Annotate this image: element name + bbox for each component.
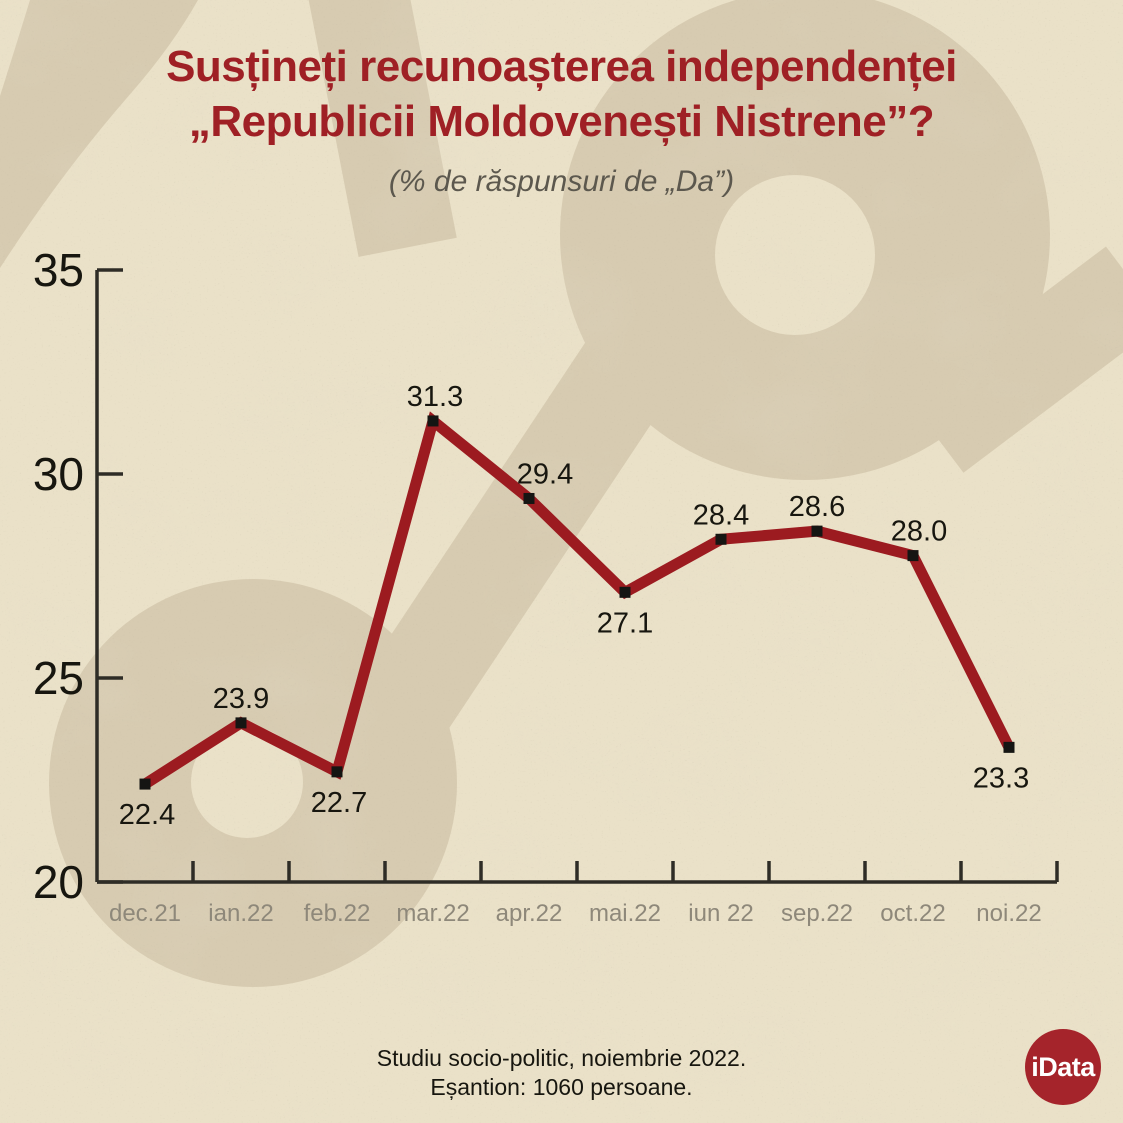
data-point-marker (331, 766, 343, 778)
x-tick-label: noi.22 (976, 900, 1041, 927)
data-point-label: 27.1 (597, 607, 653, 639)
source-note-line2: Eșantion: 1060 persoane. (430, 1073, 693, 1100)
data-point-marker (907, 550, 919, 562)
idata-logo: iData (1025, 1029, 1101, 1105)
chart-title-line2: „Republicii Moldovenești Nistrene”? (188, 96, 935, 146)
y-tick-label: 35 (33, 244, 84, 296)
source-note-line1: Studiu socio-politic, noiembrie 2022. (376, 1045, 747, 1071)
data-point-marker (523, 492, 535, 504)
data-line (142, 411, 1014, 789)
data-point-marker (427, 415, 439, 427)
idata-logo-text: iData (1031, 1051, 1095, 1082)
axes (95, 268, 1059, 884)
data-point-labels: 22.4 23.9 22.7 31.3 29.4 27.1 28.4 28.6 28.0 23.3 (119, 381, 1029, 831)
x-tick-label: iun 22 (688, 900, 753, 927)
y-tick-label: 30 (33, 448, 84, 500)
x-tick-label: feb.22 (304, 900, 371, 927)
x-tick-label: apr.22 (496, 900, 563, 927)
data-markers (139, 415, 1015, 790)
data-point-label: 23.3 (973, 762, 1029, 794)
x-axis-labels: dec.21 ian.22 feb.22 mar.22 apr.22 mai.22 iun … (109, 900, 1042, 927)
data-point-marker (619, 586, 631, 598)
data-point-label: 29.4 (517, 458, 573, 490)
x-tick-label: ian.22 (208, 900, 273, 927)
x-tick-label: dec.21 (109, 900, 181, 927)
x-tick-label: sep.22 (781, 900, 853, 927)
y-tick-label: 25 (33, 652, 84, 704)
y-tick-label: 20 (33, 856, 84, 908)
data-point-label: 23.9 (213, 683, 269, 715)
y-axis-labels: 20 25 30 35 (33, 244, 84, 908)
data-point-marker (139, 778, 151, 790)
data-point-label: 28.4 (693, 499, 749, 531)
data-point-marker (811, 525, 823, 537)
data-point-label: 22.7 (311, 787, 367, 819)
data-point-marker (235, 717, 247, 729)
chart-subtitle: (% de răspunsuri de „Da”) (388, 165, 735, 198)
chart-title: Susțineți recunoașterea independenței „R… (0, 40, 1123, 149)
x-tick-label: mai.22 (589, 900, 661, 927)
data-point-marker (715, 533, 727, 545)
source-note: Studiu socio-politic, noiembrie 2022. Eș… (0, 1044, 1123, 1102)
data-point-label: 28.0 (891, 516, 947, 548)
data-point-marker (1003, 741, 1015, 753)
data-point-label: 22.4 (119, 799, 175, 831)
x-tick-label: mar.22 (396, 900, 469, 927)
data-point-label: 28.6 (789, 491, 845, 523)
data-point-label: 31.3 (407, 381, 463, 413)
x-tick-label: oct.22 (880, 900, 945, 927)
chart-title-line1: Susțineți recunoașterea independenței (166, 42, 957, 91)
